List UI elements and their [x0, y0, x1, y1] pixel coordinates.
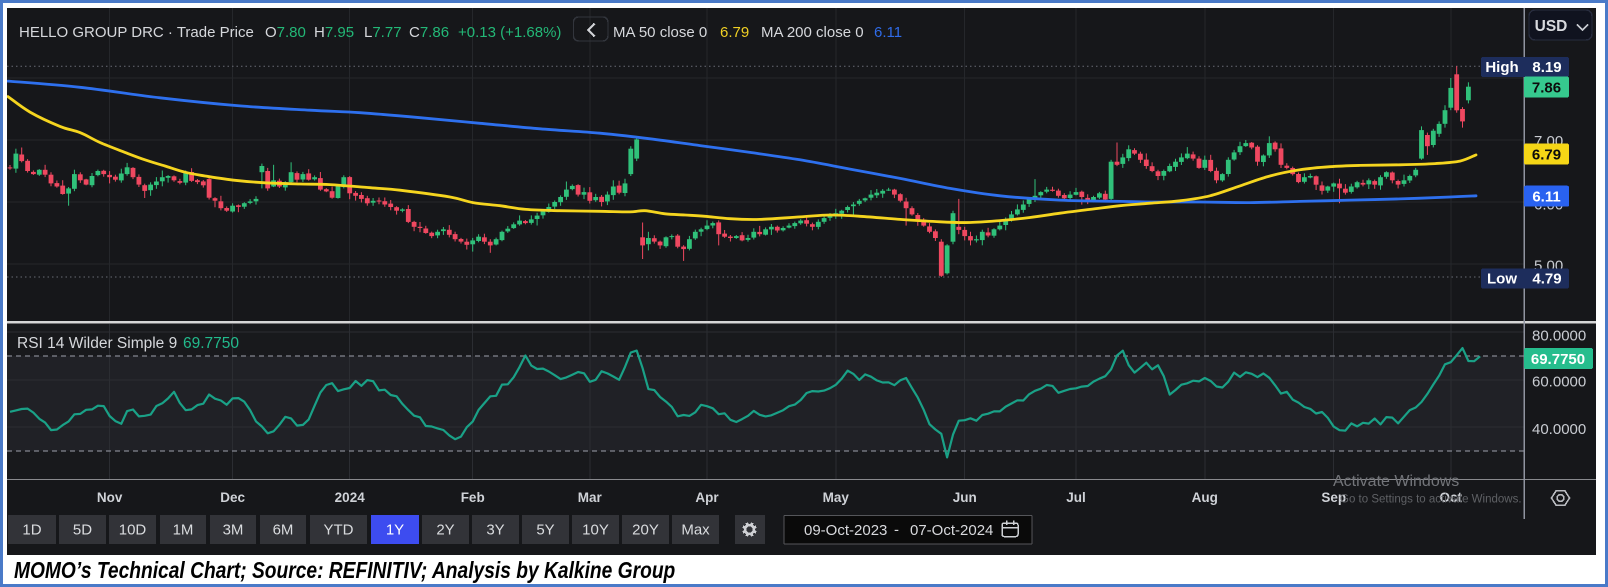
svg-text:6.79: 6.79 — [1532, 147, 1561, 164]
svg-text:Jun: Jun — [953, 490, 977, 505]
svg-text:6.79: 6.79 — [720, 24, 749, 41]
svg-text:May: May — [823, 490, 850, 505]
svg-text:6.11: 6.11 — [1532, 189, 1560, 206]
svg-text:H7.95: H7.95 — [314, 24, 354, 41]
svg-text:4.79: 4.79 — [1532, 271, 1561, 288]
svg-text:40.0000: 40.0000 — [1532, 421, 1586, 438]
svg-text:10Y: 10Y — [582, 522, 609, 539]
svg-text:60.0000: 60.0000 — [1532, 373, 1586, 390]
svg-text:Oct: Oct — [1440, 490, 1463, 505]
svg-text:Apr: Apr — [695, 490, 719, 505]
svg-text:C7.86: C7.86 — [409, 24, 449, 41]
svg-text:2Y: 2Y — [436, 522, 454, 539]
svg-text:1Y: 1Y — [386, 522, 404, 539]
svg-text:Activate Windows: Activate Windows — [1333, 473, 1459, 490]
svg-text:-: - — [894, 522, 899, 539]
svg-text:Nov: Nov — [97, 490, 123, 505]
svg-text:Max: Max — [681, 522, 710, 539]
svg-text:O7.80: O7.80 — [265, 24, 306, 41]
svg-text:09-Oct-2023: 09-Oct-2023 — [804, 522, 887, 539]
svg-text:MA 200 close 0: MA 200 close 0 — [761, 24, 864, 41]
svg-text:6.11: 6.11 — [874, 24, 902, 41]
svg-text:3Y: 3Y — [486, 522, 504, 539]
svg-text:L7.77: L7.77 — [364, 24, 402, 41]
svg-text:Dec: Dec — [220, 490, 245, 505]
svg-text:10D: 10D — [119, 522, 147, 539]
svg-text:1D: 1D — [22, 522, 41, 539]
svg-text:Go to Settings to activate Win: Go to Settings to activate Windows. — [1340, 494, 1522, 506]
svg-text:69.7750: 69.7750 — [183, 335, 239, 352]
svg-text:YTD: YTD — [324, 522, 354, 539]
svg-text:Low: Low — [1487, 271, 1517, 288]
svg-text:6M: 6M — [273, 522, 294, 539]
svg-text:+0.13 (+1.68%): +0.13 (+1.68%) — [458, 24, 561, 41]
svg-text:1M: 1M — [173, 522, 194, 539]
svg-text:USD: USD — [1535, 18, 1568, 35]
svg-text:69.7750: 69.7750 — [1531, 351, 1585, 368]
svg-text:8.19: 8.19 — [1532, 59, 1561, 76]
svg-text:MA 50 close 0: MA 50 close 0 — [613, 24, 707, 41]
svg-text:80.0000: 80.0000 — [1532, 327, 1586, 344]
svg-text:HELLO GROUP DRC · Trade Price: HELLO GROUP DRC · Trade Price — [19, 24, 254, 41]
svg-text:Aug: Aug — [1192, 490, 1218, 505]
svg-text:3M: 3M — [223, 522, 244, 539]
svg-text:RSI 14 Wilder Simple 9: RSI 14 Wilder Simple 9 — [17, 335, 177, 352]
svg-text:Feb: Feb — [461, 490, 485, 505]
svg-text:Jul: Jul — [1066, 490, 1086, 505]
svg-text:2024: 2024 — [335, 490, 366, 505]
svg-text:5D: 5D — [73, 522, 92, 539]
svg-text:Sep: Sep — [1321, 490, 1346, 505]
svg-text:7.86: 7.86 — [1532, 80, 1561, 97]
svg-text:20Y: 20Y — [632, 522, 659, 539]
svg-text:5Y: 5Y — [536, 522, 554, 539]
svg-text:07-Oct-2024: 07-Oct-2024 — [910, 522, 993, 539]
svg-text:High: High — [1485, 59, 1518, 76]
svg-text:Mar: Mar — [578, 490, 603, 505]
